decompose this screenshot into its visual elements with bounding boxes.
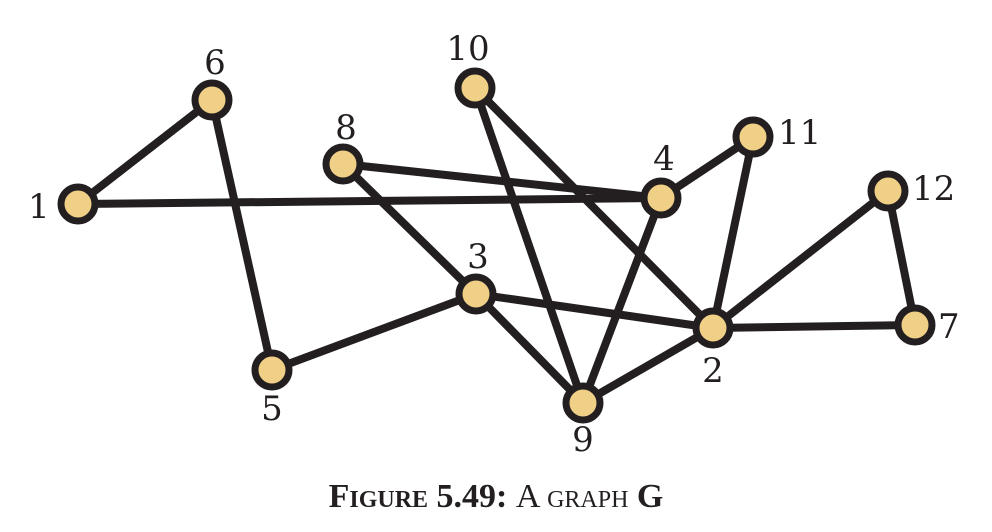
node-label-2: 2 [702, 351, 724, 391]
nodes [57, 67, 936, 424]
node-label-3: 3 [467, 237, 489, 277]
edge-8-3 [339, 160, 480, 298]
node-label-12: 12 [912, 169, 955, 209]
node-label-4: 4 [653, 139, 675, 179]
node-3 [455, 273, 497, 315]
node-4 [640, 177, 682, 219]
caption-graph-name: G [636, 478, 664, 515]
node-label-8: 8 [335, 108, 357, 148]
edge-4-9 [579, 194, 665, 407]
node-12 [867, 170, 909, 212]
node-7 [894, 304, 936, 346]
edge-12-7 [884, 187, 919, 329]
edge-6-5 [208, 96, 276, 374]
node-label-5: 5 [261, 389, 283, 429]
edge-1-4 [74, 194, 665, 208]
node-label-1: 1 [28, 187, 50, 227]
edge-8-4 [339, 160, 665, 202]
edge-10-9 [471, 84, 587, 407]
node-10 [454, 67, 496, 109]
node-label-10: 10 [446, 29, 489, 69]
node-9 [562, 382, 604, 424]
edge-3-2 [472, 290, 717, 332]
node-8 [322, 143, 364, 185]
node-2 [692, 307, 734, 349]
edge-5-3 [268, 290, 480, 374]
node-label-9: 9 [572, 420, 594, 460]
node-label-6: 6 [204, 43, 226, 83]
caption-figure-number: Figure 5.49: [328, 478, 508, 515]
node-11 [732, 116, 774, 158]
edge-1-6 [74, 96, 216, 208]
caption-text: A graph [515, 478, 629, 515]
edge-10-2 [471, 84, 717, 332]
node-label-7: 7 [938, 307, 960, 347]
edge-2-7 [709, 321, 919, 332]
node-5 [251, 349, 293, 391]
figure-caption: Figure 5.49: A graph G [0, 478, 992, 516]
node-1 [57, 183, 99, 225]
node-label-11: 11 [778, 113, 821, 153]
edge-11-2 [709, 133, 757, 332]
edge-2-9 [579, 324, 717, 407]
edge-2-12 [709, 187, 892, 332]
node-6 [191, 79, 233, 121]
edge-3-9 [472, 290, 587, 407]
